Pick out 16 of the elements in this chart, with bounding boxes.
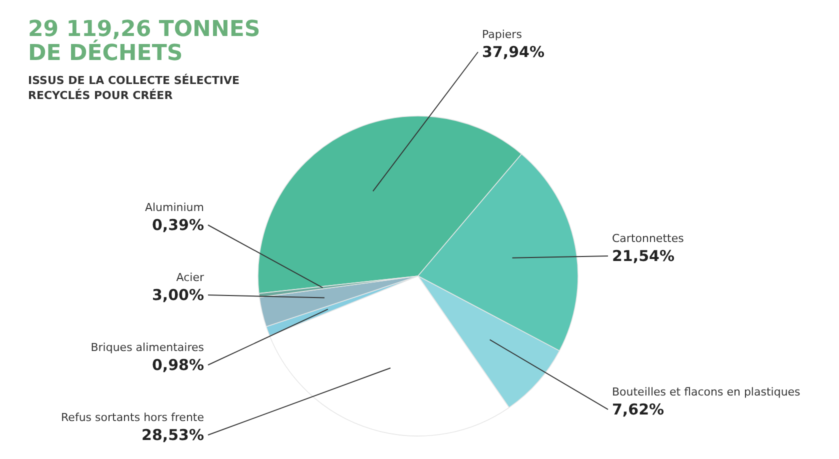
data-label: 21,54% (612, 246, 674, 265)
slice-label: Acier (176, 271, 204, 284)
data-label: 3,00% (152, 286, 204, 304)
chart-title: 29 119,26 TONNES DE DÉCHETS (28, 17, 260, 66)
data-label: 7,62% (612, 400, 664, 418)
slice-label: Papiers (482, 28, 522, 41)
slice-label: Cartonnettes (612, 232, 684, 245)
text: ISSUS DE LA COLLECTE SÉLECTIVE RECYCLÉS POUR CRÉER (28, 73, 240, 102)
data-label: 0,98% (152, 356, 204, 374)
slice-label: Aluminium (144, 201, 204, 214)
data-label: 0,39% (152, 216, 204, 234)
slice-label: Refus sortants hors frente (61, 411, 204, 424)
slice-label: Bouteilles et flacons en plastiques (612, 385, 801, 398)
data-label: 37,94% (482, 43, 544, 61)
slice-label: Briques alimentaires (90, 341, 204, 354)
data-label: 28,53% (142, 426, 204, 444)
